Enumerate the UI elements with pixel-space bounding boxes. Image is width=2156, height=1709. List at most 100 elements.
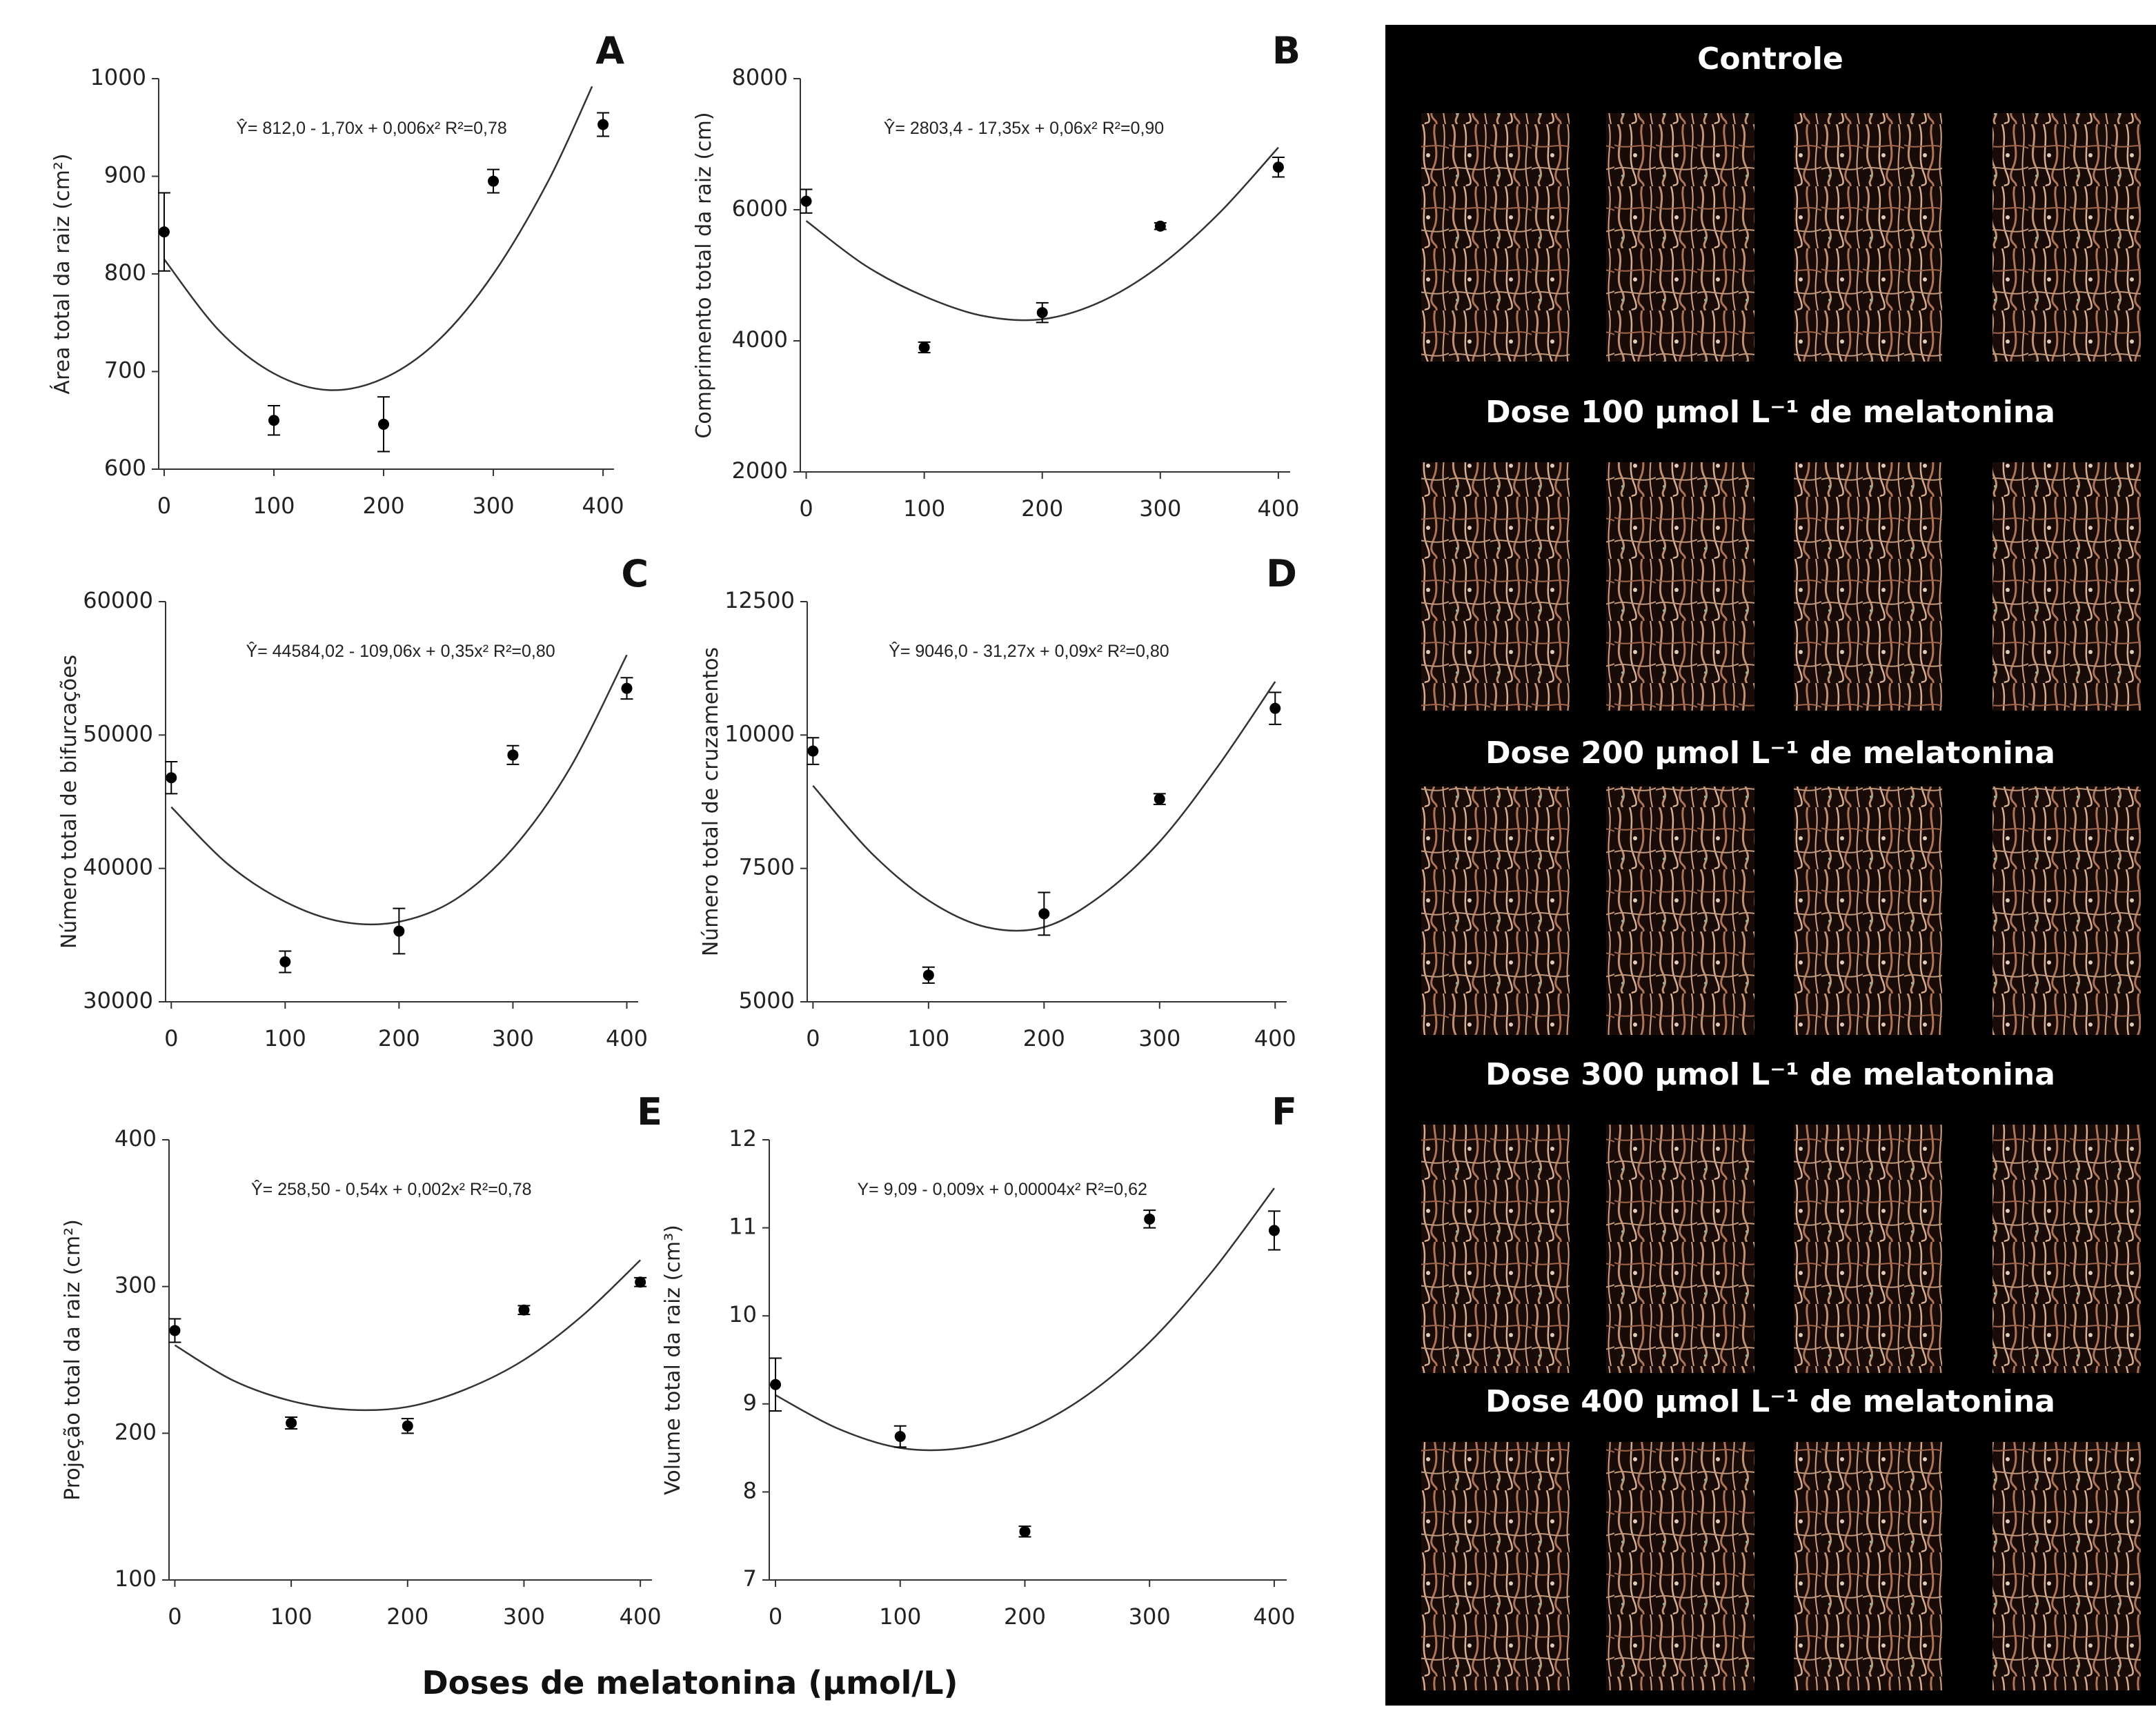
x-tick-label: 100	[879, 1603, 921, 1630]
panel-letter: E	[637, 1090, 662, 1134]
root-photo	[1421, 1125, 1570, 1373]
root-photo	[1421, 113, 1570, 362]
panel-letter: B	[1272, 29, 1300, 72]
y-axis-label: Volume total da raiz (cm³)	[661, 1225, 685, 1495]
y-tick-label: 700	[104, 357, 146, 384]
x-tick-label: 100	[264, 1025, 306, 1051]
x-tick-label: 200	[386, 1603, 428, 1630]
y-axis-label: Área total da raiz (cm²)	[50, 153, 75, 394]
y-tick-label: 800	[104, 259, 146, 286]
x-tick-label: 400	[1257, 495, 1299, 522]
data-point	[1036, 307, 1048, 319]
fit-curve	[812, 681, 1276, 932]
data-point	[402, 1420, 413, 1432]
equation: Y= 9,09 - 0,009x + 0,00004x² R²=0,62	[858, 1180, 1147, 1199]
fit-curve	[775, 1187, 1275, 1452]
x-tick-label: 0	[164, 1025, 178, 1051]
data-point	[488, 175, 500, 187]
root-photo	[1794, 462, 1942, 711]
data-point	[1269, 702, 1281, 714]
root-photo	[1992, 113, 2141, 362]
photo-row-title: Dose 200 μmol L⁻¹ de melatonina	[1485, 735, 2055, 771]
root-photo	[1421, 787, 1570, 1035]
panel-letter: D	[1266, 552, 1297, 595]
x-tick-label: 100	[270, 1603, 313, 1630]
y-tick-label: 9	[743, 1390, 757, 1416]
x-tick-label: 0	[769, 1603, 782, 1630]
root-photo	[1606, 787, 1754, 1035]
photo-row-title: Dose 100 μmol L⁻¹ de melatonina	[1485, 395, 2055, 430]
data-point	[1272, 161, 1284, 173]
y-tick-label: 60000	[83, 587, 153, 613]
x-tick-label: 400	[582, 493, 624, 519]
equation: Ŷ= 9046,0 - 31,27x + 0,09x² R²=0,80	[889, 641, 1169, 661]
data-point	[894, 1431, 906, 1443]
root-photo	[1606, 1125, 1754, 1373]
panel-letter: C	[621, 552, 649, 595]
y-tick-label: 10	[729, 1301, 757, 1327]
root-photo	[1606, 113, 1754, 362]
y-tick-label: 10000	[724, 720, 795, 747]
y-tick-label: 300	[115, 1272, 157, 1298]
x-axis-label: Doses de melatonina (μmol/L)	[422, 1664, 958, 1701]
y-axis-label: Número total de cruzamentos	[699, 647, 723, 956]
y-tick-label: 8	[743, 1477, 757, 1503]
data-point	[286, 1417, 297, 1429]
x-tick-label: 400	[620, 1603, 662, 1630]
y-tick-label: 1000	[90, 64, 146, 90]
photo-row-title: Controle	[1697, 41, 1843, 77]
root-photo	[1421, 462, 1570, 711]
data-point	[158, 226, 170, 238]
photo-row-title: Dose 400 μmol L⁻¹ de melatonina	[1485, 1384, 2055, 1419]
y-tick-label: 12	[729, 1125, 757, 1152]
data-point	[597, 119, 609, 130]
data-point	[507, 749, 519, 761]
y-axis-label: Número total de bifurcações	[57, 655, 81, 949]
x-tick-label: 0	[157, 493, 171, 519]
root-photo	[1606, 462, 1754, 711]
data-point	[800, 195, 812, 207]
x-tick-label: 300	[1139, 495, 1181, 522]
x-tick-label: 0	[799, 495, 813, 522]
x-tick-label: 200	[1021, 495, 1063, 522]
fit-curve	[170, 654, 628, 926]
y-tick-label: 30000	[83, 987, 153, 1014]
y-tick-label: 7500	[739, 854, 795, 880]
data-point	[169, 1325, 181, 1336]
data-point	[1038, 908, 1050, 920]
x-tick-label: 300	[1129, 1603, 1171, 1630]
x-tick-label: 300	[492, 1025, 534, 1051]
y-tick-label: 4000	[732, 326, 788, 353]
x-tick-label: 100	[907, 1025, 949, 1051]
x-tick-label: 400	[1254, 1025, 1296, 1051]
y-axis-label: Comprimento total da raiz (cm)	[692, 112, 716, 438]
equation: Ŷ= 2803,4 - 17,35x + 0,06x² R²=0,90	[884, 118, 1165, 138]
data-point	[393, 925, 405, 937]
y-tick-label: 100	[115, 1565, 157, 1592]
x-tick-label: 300	[1138, 1025, 1180, 1051]
x-tick-label: 300	[503, 1603, 545, 1630]
x-tick-label: 100	[903, 495, 945, 522]
data-point	[268, 415, 279, 426]
data-point	[1144, 1213, 1156, 1225]
y-tick-label: 11	[729, 1214, 757, 1240]
y-tick-label: 6000	[732, 195, 788, 221]
y-tick-label: 50000	[83, 720, 153, 747]
x-tick-label: 300	[473, 493, 515, 519]
panel-letter: A	[595, 29, 624, 72]
root-photo	[1794, 113, 1942, 362]
data-point	[518, 1304, 530, 1316]
x-tick-label: 400	[1253, 1603, 1295, 1630]
data-point	[1154, 793, 1165, 805]
data-point	[1019, 1525, 1031, 1537]
root-photo	[1606, 1442, 1754, 1690]
x-tick-label: 0	[168, 1603, 181, 1630]
fit-curve	[163, 86, 593, 391]
photo-row-title: Dose 300 μmol L⁻¹ de melatonina	[1485, 1057, 2055, 1092]
root-photo	[1992, 787, 2141, 1035]
root-photo	[1992, 1442, 2141, 1690]
data-point	[770, 1379, 782, 1390]
root-photo	[1992, 462, 2141, 711]
y-tick-label: 400	[115, 1125, 157, 1152]
